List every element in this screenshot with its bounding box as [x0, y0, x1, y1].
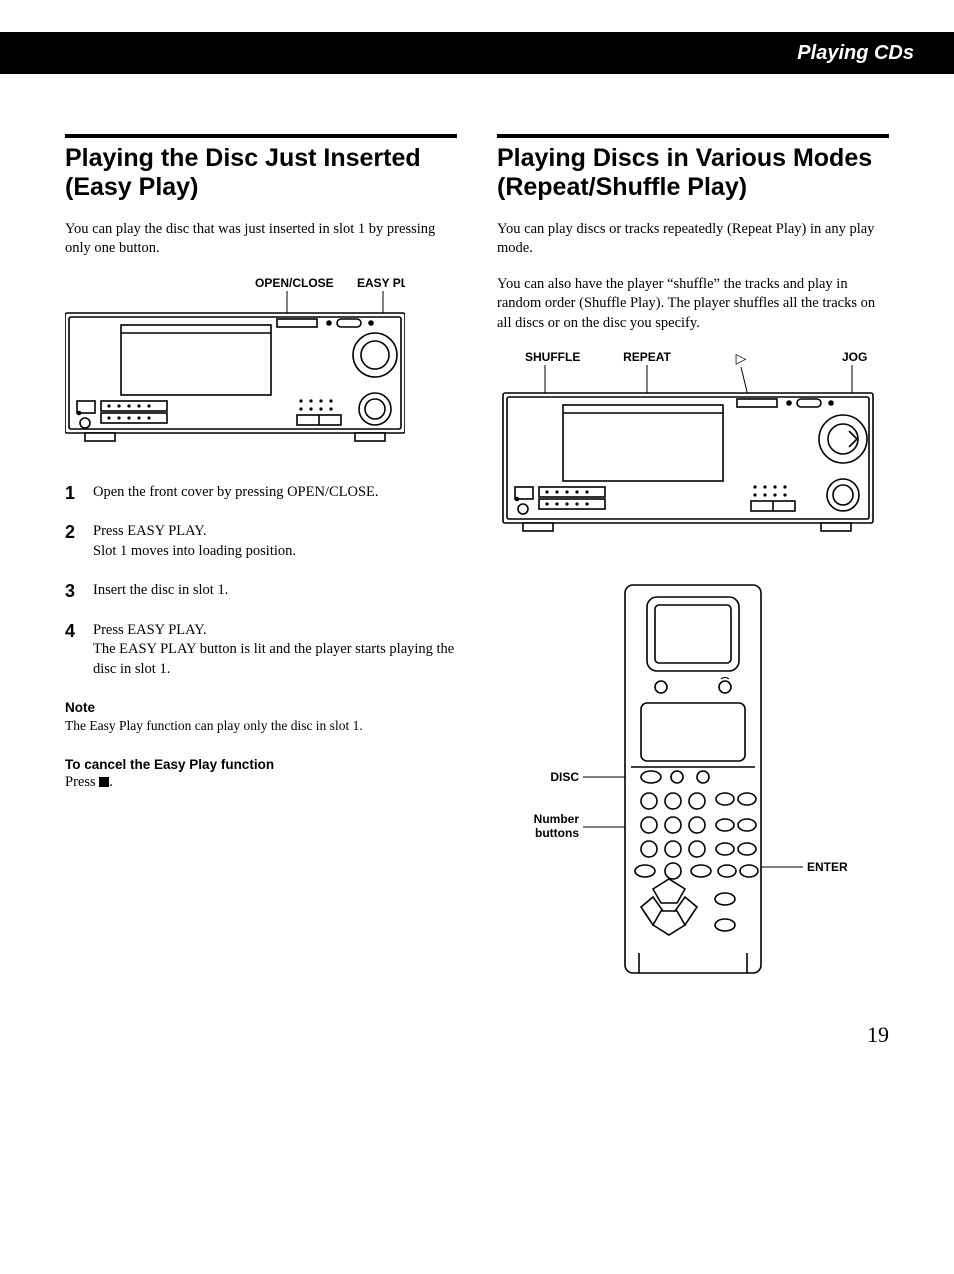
step-2-sub: Slot 1 moves into loading position.: [93, 543, 296, 559]
step-2: Press EASY PLAY. Slot 1 moves into loadi…: [65, 522, 457, 561]
remote-diagram: DISC Number buttons ENTER: [503, 577, 883, 982]
label-jog: JOG: [842, 350, 867, 364]
left-column: Playing the Disc Just Inserted (Easy Pla…: [65, 134, 457, 982]
label-play-icon: ▷: [736, 350, 747, 366]
header-bar: Playing CDs: [0, 32, 954, 74]
step-3-text: Insert the disc in slot 1.: [93, 582, 228, 598]
page-content: Playing the Disc Just Inserted (Easy Pla…: [0, 74, 954, 982]
right-intro-1: You can play discs or tracks repeatedly …: [497, 220, 889, 259]
section-rule-right: [497, 134, 889, 138]
label-number-2: buttons: [535, 826, 579, 840]
step-4-text: Press EASY PLAY.: [93, 622, 206, 638]
cancel-heading: To cancel the Easy Play function: [65, 757, 457, 772]
label-shuffle: SHUFFLE: [525, 350, 580, 364]
label-enter: ENTER: [807, 860, 848, 874]
label-disc: DISC: [550, 770, 579, 784]
steps-list: Open the front cover by pressing OPEN/CL…: [65, 483, 457, 680]
left-title: Playing the Disc Just Inserted (Easy Pla…: [65, 144, 457, 202]
left-intro: You can play the disc that was just inse…: [65, 220, 457, 259]
step-2-text: Press EASY PLAY.: [93, 523, 206, 539]
step-1: Open the front cover by pressing OPEN/CL…: [65, 483, 457, 503]
page-number: 19: [0, 982, 954, 1088]
note-body: The Easy Play function can play only the…: [65, 717, 457, 735]
step-3: Insert the disc in slot 1.: [65, 581, 457, 601]
cancel-suffix: .: [109, 774, 113, 790]
note-heading: Note: [65, 700, 457, 715]
label-number-1: Number: [534, 812, 580, 826]
step-1-text: Open the front cover by pressing OPEN/CL…: [93, 484, 379, 500]
right-title: Playing Discs in Various Modes (Repeat/S…: [497, 144, 889, 202]
player-diagram-left: OPEN/CLOSE EASY PLAY: [65, 275, 457, 455]
stop-icon: [99, 777, 109, 787]
right-column: Playing Discs in Various Modes (Repeat/S…: [497, 134, 889, 982]
label-open-close: OPEN/CLOSE: [255, 276, 334, 290]
player-diagram-right: SHUFFLE REPEAT ▷ JOG: [497, 349, 889, 549]
label-repeat: REPEAT: [623, 350, 671, 364]
step-4-sub: The EASY PLAY button is lit and the play…: [93, 641, 454, 677]
step-4: Press EASY PLAY. The EASY PLAY button is…: [65, 621, 457, 680]
cancel-prefix: Press: [65, 774, 99, 790]
section-rule: [65, 134, 457, 138]
header-section-title: Playing CDs: [797, 42, 914, 65]
label-easy-play: EASY PLAY: [357, 276, 405, 290]
cancel-line: Press .: [65, 774, 457, 791]
right-intro-2: You can also have the player “shuffle” t…: [497, 275, 889, 334]
